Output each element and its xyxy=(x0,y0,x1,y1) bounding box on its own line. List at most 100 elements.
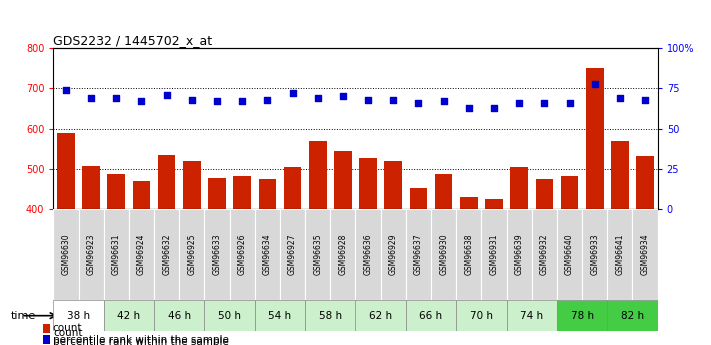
Bar xyxy=(154,300,205,331)
Bar xyxy=(179,209,205,300)
Bar xyxy=(158,155,176,209)
Text: GSM96637: GSM96637 xyxy=(414,234,423,275)
Text: 50 h: 50 h xyxy=(218,311,241,321)
Bar xyxy=(107,174,125,209)
Point xyxy=(136,98,147,104)
Bar xyxy=(53,300,104,331)
Point xyxy=(639,97,651,102)
Text: GSM96631: GSM96631 xyxy=(112,234,121,275)
Bar xyxy=(561,176,578,209)
Bar xyxy=(356,209,380,300)
Bar xyxy=(481,209,506,300)
Bar xyxy=(305,300,356,331)
Text: GSM96924: GSM96924 xyxy=(137,234,146,275)
Text: 38 h: 38 h xyxy=(67,311,90,321)
Text: 82 h: 82 h xyxy=(621,311,644,321)
Bar xyxy=(456,300,506,331)
Bar xyxy=(410,188,427,209)
Bar xyxy=(506,300,557,331)
Point xyxy=(438,98,449,104)
Bar xyxy=(53,209,78,300)
Text: GSM96928: GSM96928 xyxy=(338,234,348,275)
Bar xyxy=(460,197,478,209)
Point xyxy=(287,90,298,96)
Point xyxy=(211,98,223,104)
Text: GSM96638: GSM96638 xyxy=(464,234,474,275)
Point xyxy=(589,81,600,86)
Text: GSM96639: GSM96639 xyxy=(515,234,524,275)
Text: 74 h: 74 h xyxy=(520,311,543,321)
Text: 78 h: 78 h xyxy=(570,311,594,321)
Text: GSM96923: GSM96923 xyxy=(87,234,95,275)
Bar xyxy=(284,167,301,209)
Text: GSM96933: GSM96933 xyxy=(590,234,599,275)
Bar xyxy=(154,209,179,300)
Text: 62 h: 62 h xyxy=(369,311,392,321)
Text: GSM96632: GSM96632 xyxy=(162,234,171,275)
Point xyxy=(413,100,424,106)
Bar xyxy=(506,209,532,300)
Point xyxy=(387,97,399,102)
Point xyxy=(488,105,500,110)
Bar xyxy=(607,300,658,331)
Bar xyxy=(255,300,305,331)
Text: 42 h: 42 h xyxy=(117,311,141,321)
Bar xyxy=(78,209,104,300)
Bar xyxy=(435,174,452,209)
Bar xyxy=(104,300,154,331)
Point xyxy=(513,100,525,106)
Text: 54 h: 54 h xyxy=(268,311,292,321)
Bar xyxy=(331,209,356,300)
Bar xyxy=(104,209,129,300)
Point xyxy=(60,87,72,93)
Bar xyxy=(380,209,406,300)
Text: GSM96925: GSM96925 xyxy=(187,234,196,275)
Bar xyxy=(485,199,503,209)
Text: GSM96640: GSM96640 xyxy=(565,234,574,275)
Point xyxy=(237,98,248,104)
Bar xyxy=(309,141,326,209)
Point xyxy=(363,97,374,102)
Bar xyxy=(406,300,456,331)
Text: GSM96641: GSM96641 xyxy=(616,234,624,275)
Text: 70 h: 70 h xyxy=(470,311,493,321)
Point xyxy=(337,93,348,99)
Text: GSM96934: GSM96934 xyxy=(641,234,650,275)
Bar xyxy=(607,209,633,300)
Bar xyxy=(633,209,658,300)
Bar xyxy=(557,300,607,331)
Text: GSM96630: GSM96630 xyxy=(61,234,70,275)
Bar xyxy=(57,132,75,209)
Text: GSM96931: GSM96931 xyxy=(489,234,498,275)
Text: GSM96634: GSM96634 xyxy=(263,234,272,275)
Point xyxy=(186,97,198,102)
Point xyxy=(85,95,97,101)
Text: GSM96926: GSM96926 xyxy=(237,234,247,275)
Text: 58 h: 58 h xyxy=(319,311,342,321)
Point xyxy=(539,100,550,106)
Text: GSM96636: GSM96636 xyxy=(363,234,373,275)
Bar xyxy=(259,179,276,209)
Bar xyxy=(133,181,150,209)
Bar xyxy=(205,300,255,331)
Text: 46 h: 46 h xyxy=(168,311,191,321)
Bar xyxy=(431,209,456,300)
Bar xyxy=(611,141,629,209)
Bar xyxy=(208,178,226,209)
Bar xyxy=(43,335,50,344)
Bar xyxy=(230,209,255,300)
Bar xyxy=(205,209,230,300)
Text: percentile rank within the sample: percentile rank within the sample xyxy=(53,335,228,345)
Bar xyxy=(582,209,607,300)
Text: GSM96930: GSM96930 xyxy=(439,234,448,275)
Bar xyxy=(280,209,305,300)
Bar xyxy=(557,209,582,300)
Bar xyxy=(406,209,431,300)
Point xyxy=(463,105,474,110)
Bar xyxy=(129,209,154,300)
Point xyxy=(312,95,324,101)
Point xyxy=(564,100,575,106)
Bar xyxy=(532,209,557,300)
Bar xyxy=(636,156,654,209)
Bar xyxy=(334,151,352,209)
